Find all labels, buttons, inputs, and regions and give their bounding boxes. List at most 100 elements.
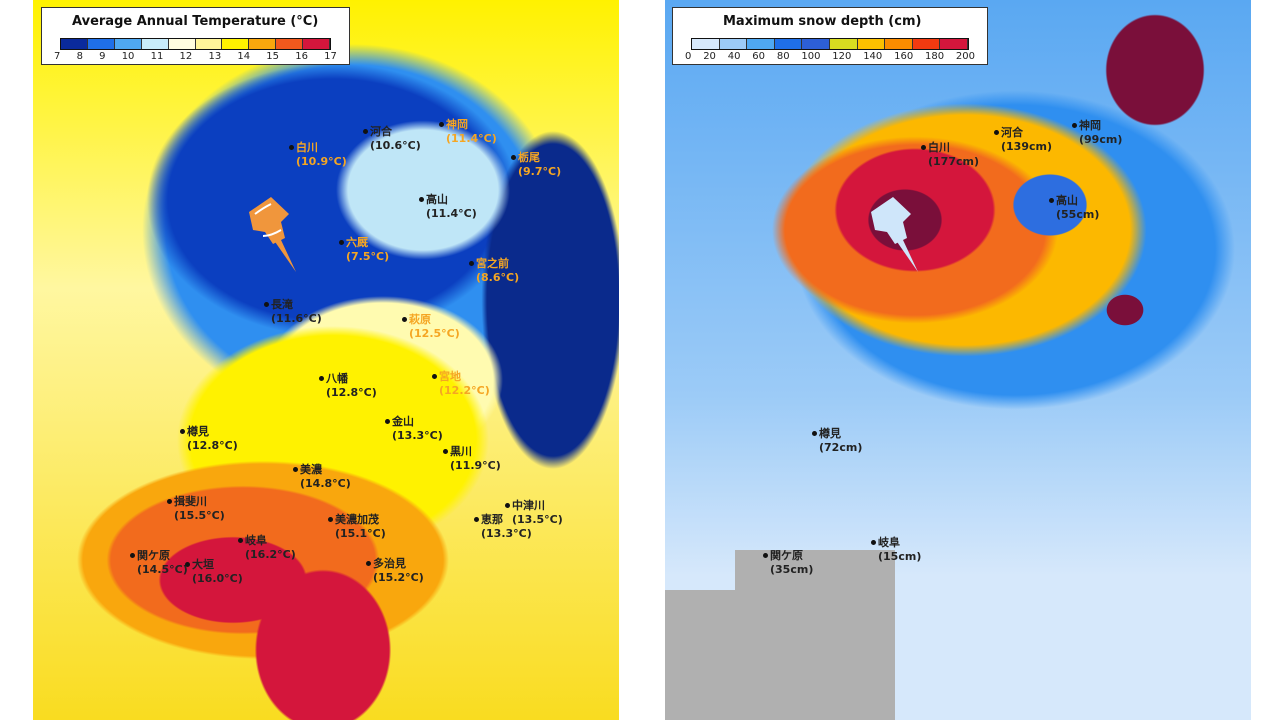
station-name: 岐阜	[878, 536, 900, 549]
station-name: 萩原	[409, 313, 431, 326]
pushpin-icon	[249, 197, 296, 272]
station-marker-icon	[238, 538, 243, 543]
tick-label: 140	[863, 51, 883, 62]
station-marker-icon	[1072, 123, 1077, 128]
station-label: 揖斐川 (15.5°C)	[167, 495, 225, 523]
station-label: 栃尾 (9.7°C)	[511, 151, 561, 179]
station-marker-icon	[994, 130, 999, 135]
station-label: 八幡 (12.8°C)	[319, 372, 377, 400]
station-name: 美濃加茂	[335, 513, 379, 526]
station-name: 関ケ原	[770, 549, 803, 562]
station-label: 白川 (10.9°C)	[289, 141, 347, 169]
station-name: 白川	[296, 141, 318, 154]
station-label: 長滝 (11.6°C)	[264, 298, 322, 326]
legend-ticks: 7 8 9 10 11 12 13 14 15 16 17	[54, 51, 337, 62]
station-value: (72cm)	[819, 441, 863, 454]
station-label: 中津川 (13.5°C)	[505, 499, 563, 527]
station-name: 河合	[370, 125, 392, 138]
station-label: 高山 (55cm)	[1049, 194, 1099, 222]
station-marker-icon	[328, 517, 333, 522]
tick-label: 7	[54, 51, 61, 62]
station-name: 六厩	[346, 236, 368, 249]
station-label: 恵那 (13.3°C)	[474, 513, 532, 541]
station-name: 樽見	[187, 425, 209, 438]
station-label: 樽見 (72cm)	[812, 427, 863, 455]
tick-label: 11	[150, 51, 164, 62]
station-marker-icon	[1049, 198, 1054, 203]
tick-label: 9	[99, 51, 106, 62]
station-value: (15.1°C)	[335, 527, 386, 540]
station-marker-icon	[167, 499, 172, 504]
color-bar	[60, 38, 331, 50]
station-value: (13.5°C)	[512, 513, 563, 526]
color-bar-segment	[87, 39, 115, 49]
station-value: (13.3°C)	[392, 429, 443, 442]
station-name: 美濃	[300, 463, 322, 476]
station-label: 岐阜 (16.2°C)	[238, 534, 296, 562]
station-label: 神岡 (11.4°C)	[439, 118, 497, 146]
color-bar-segment	[249, 39, 277, 49]
station-value: (14.5°C)	[137, 563, 188, 576]
station-label: 金山 (13.3°C)	[385, 415, 443, 443]
station-label: 六厩 (7.5°C)	[339, 236, 389, 264]
station-value: (12.2°C)	[439, 384, 490, 397]
station-marker-icon	[763, 553, 768, 558]
color-bar-segment	[303, 39, 331, 49]
tick-label: 80	[776, 51, 790, 62]
station-marker-icon	[439, 122, 444, 127]
station-name: 金山	[392, 415, 414, 428]
tick-label: 60	[752, 51, 766, 62]
tick-label: 12	[179, 51, 193, 62]
station-marker-icon	[289, 145, 294, 150]
color-bar-segment	[829, 39, 858, 49]
station-value: (12.8°C)	[326, 386, 377, 399]
station-label: 河合 (139cm)	[994, 126, 1052, 154]
station-value: (15.5°C)	[174, 509, 225, 522]
station-name: 揖斐川	[174, 495, 207, 508]
station-name: 宮地	[439, 370, 461, 383]
station-marker-icon	[921, 145, 926, 150]
station-marker-icon	[511, 155, 516, 160]
station-value: (16.0°C)	[192, 572, 243, 585]
station-marker-icon	[339, 240, 344, 245]
color-bar-segment	[222, 39, 250, 49]
station-name: 多治見	[373, 557, 406, 570]
color-bar-segment	[276, 39, 304, 49]
station-label: 美濃 (14.8°C)	[293, 463, 351, 491]
station-label: 神岡 (99cm)	[1072, 119, 1122, 147]
pushpin-icon	[871, 197, 918, 272]
tick-label: 160	[894, 51, 914, 62]
station-marker-icon	[505, 503, 510, 508]
station-value: (10.6°C)	[370, 139, 421, 152]
station-marker-icon	[319, 376, 324, 381]
station-marker-icon	[443, 449, 448, 454]
station-value: (11.6°C)	[271, 312, 322, 325]
tick-label: 180	[925, 51, 945, 62]
tick-label: 100	[801, 51, 821, 62]
station-name: 白川	[928, 141, 950, 154]
station-value: (12.5°C)	[409, 327, 460, 340]
tick-label: 16	[295, 51, 308, 62]
station-name: 樽見	[819, 427, 841, 440]
station-value: (15cm)	[878, 550, 922, 563]
station-name: 中津川	[512, 499, 545, 512]
station-value: (14.8°C)	[300, 477, 351, 490]
tick-label: 17	[324, 51, 337, 62]
station-marker-icon	[293, 467, 298, 472]
station-label: 美濃加茂 (15.1°C)	[328, 513, 386, 541]
station-name: 神岡	[1079, 119, 1101, 132]
station-label: 萩原 (12.5°C)	[402, 313, 460, 341]
station-label: 宮之前 (8.6°C)	[469, 257, 519, 285]
tick-label: 20	[703, 51, 716, 62]
station-name: 神岡	[446, 118, 468, 131]
snow-depth-map: Maximum snow depth (cm) 0 20 40 60 80 100 120 1…	[665, 0, 1251, 720]
station-marker-icon	[185, 562, 190, 567]
station-name: 宮之前	[476, 257, 509, 270]
station-value: (12.8°C)	[187, 439, 238, 452]
station-label: 宮地 (12.2°C)	[432, 370, 490, 398]
temperature-map: Average Annual Temperature (°C) 7 8 9 10 11 1…	[33, 0, 619, 720]
color-bar-segment	[719, 39, 748, 49]
color-bar-segment	[774, 39, 803, 49]
station-marker-icon	[402, 317, 407, 322]
station-marker-icon	[363, 129, 368, 134]
